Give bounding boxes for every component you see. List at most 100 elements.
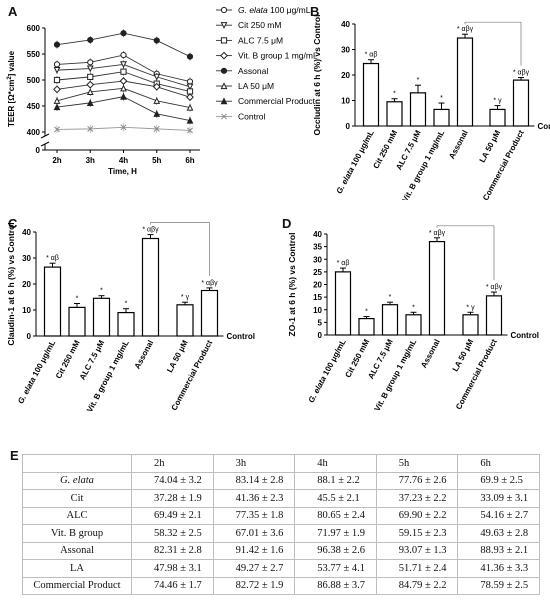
- table-column-header: 6h: [457, 454, 540, 473]
- data-point: [153, 73, 161, 81]
- y-tick-label: 450: [27, 102, 41, 111]
- table-row: LA 47.98 ± 3.1 49.27 ± 2.7 53.77 ± 4.1 51.71…: [22, 559, 540, 578]
- legend-marker: [220, 82, 228, 90]
- table-column-header: [22, 454, 132, 473]
- x-tick-label: LA 50 μM: [165, 338, 190, 374]
- table-cell: 93.07 ± 1.3: [375, 541, 459, 560]
- data-point: [120, 68, 127, 75]
- data-point: [87, 59, 94, 66]
- data-point: [187, 127, 193, 134]
- x-tick-label: G. elata 100 μg/mL: [335, 129, 376, 196]
- table-row: ALC 69.49 ± 2.1 77.35 ± 1.8 80.65 ± 2.4 69.9…: [22, 506, 540, 525]
- x-tick-label-text: LA 50 μM: [165, 338, 190, 374]
- y-tick-label: 30: [341, 46, 350, 55]
- y-tick-label: 20: [341, 71, 350, 80]
- x-tick-label: Assonal: [419, 338, 442, 370]
- y-tick-label: 10: [341, 97, 350, 106]
- bar: [433, 108, 450, 127]
- x-marker-stroke: [120, 124, 127, 131]
- significance-label: * αβγ: [513, 70, 530, 77]
- table-cell: 69.49 ± 2.1: [131, 506, 214, 525]
- zo1-chart-svg: Control 0 5 10 15 20 25 30 35 40 ZO-1 at 6 h (%) v…: [287, 225, 539, 413]
- table-row-label: Assonal: [22, 541, 132, 560]
- axis-break-mark: [40, 141, 50, 147]
- table-row-label: G. elata: [22, 471, 132, 490]
- data-point: [54, 126, 60, 133]
- teer-values-table-panel: 2h 3h 4h 5h 6h G. elata 74.04 ± 3.2 83.14 ± 2.…: [0, 444, 550, 606]
- significance-label: *: [76, 296, 79, 303]
- baseline-label: Control: [511, 331, 539, 340]
- table-cell: 49.63 ± 2.8: [457, 524, 540, 543]
- data-point: [120, 92, 127, 100]
- y-tick-label: 40: [313, 230, 322, 239]
- bar: [462, 314, 479, 336]
- bar: [334, 271, 352, 336]
- legend-label-text: Cit 250 mM: [238, 20, 281, 30]
- bar: [428, 240, 446, 336]
- baseline-label: Control: [227, 332, 255, 341]
- significance-label: *: [440, 95, 443, 102]
- x-tick-label-text: Assonal: [447, 129, 470, 161]
- legend-label-text: ALC 7.5 μM: [238, 35, 283, 45]
- data-point: [86, 99, 94, 106]
- table-cell: 77.76 ± 2.6: [375, 471, 459, 490]
- y-tick-label: 0: [27, 332, 32, 341]
- y-tick-label: 20: [22, 280, 31, 289]
- panel-letter-a: A: [8, 4, 18, 19]
- bar: [68, 306, 86, 337]
- significance-label: * αβ: [46, 255, 59, 262]
- data-point: [186, 103, 194, 111]
- data-point: [53, 85, 61, 94]
- data-point: [153, 97, 161, 104]
- table-cell: 84.79 ± 2.2: [375, 576, 459, 595]
- legend-marker: [220, 22, 228, 29]
- y-axis-label-part: *cm: [7, 80, 16, 95]
- significance-label: * αβγ: [201, 280, 218, 287]
- y-axis-label-part: ] value: [7, 50, 16, 76]
- table-cell: 96.38 ± 2.6: [294, 541, 377, 560]
- data-point: [120, 124, 127, 131]
- bar: [358, 317, 375, 336]
- data-point: [86, 80, 95, 89]
- x-tick-label-text: G. elata: [307, 374, 329, 404]
- x-tick-label-rest: 100 μg/mL: [30, 339, 58, 380]
- legend-marker: [220, 51, 228, 60]
- y-tick-label: 600: [27, 24, 41, 33]
- data-point: [153, 37, 160, 44]
- zo1-bar-chart: Control 0 5 10 15 20 25 30 35 40 ZO-1 at 6 h (%) v…: [275, 212, 550, 422]
- table-cell: 45.5 ± 2.1: [294, 489, 377, 508]
- x-tick-label: 4h: [119, 156, 128, 165]
- y-tick-label: 400: [27, 128, 41, 137]
- y-tick-label: 40: [22, 228, 31, 237]
- significance-label: *: [100, 288, 103, 295]
- data-point: [53, 76, 61, 84]
- data-point: [87, 73, 94, 80]
- x-tick-label: LA 50 μM: [478, 128, 503, 164]
- table-row: Cit 37.28 ± 1.9 41.36 ± 2.3 45.5 ± 2.1 37.23…: [22, 489, 540, 508]
- bar: [489, 108, 506, 127]
- y-tick-label: 5: [318, 318, 323, 327]
- occludin-bar-chart: Control 0 10 20 30 40 Occludin at 6 h (%) vs C…: [300, 0, 550, 204]
- table-header-row: 2h 3h 4h 5h 6h: [22, 454, 540, 473]
- y-tick-label: 10: [313, 306, 322, 315]
- table-cell: 74.04 ± 3.2: [131, 471, 214, 490]
- x-tick-label: 6h: [185, 156, 194, 165]
- table-row: Vit. B group 58.32 ± 2.5 67.01 ± 3.6 71.97 …: [22, 524, 540, 543]
- claudin-bar-chart: Control 0 10 20 30 40 Claudin-1 at 6 h (%) vs …: [0, 212, 260, 422]
- x-tick-label: LA 50 μM: [451, 337, 476, 373]
- y-tick-label: 35: [313, 243, 322, 252]
- data-point: [186, 93, 194, 102]
- bar: [512, 79, 530, 127]
- significance-label: * γ: [181, 294, 190, 301]
- y-tick-label: 0: [36, 146, 41, 155]
- significance-label: *: [393, 91, 396, 98]
- data-point: [86, 65, 94, 73]
- table-cell: 67.01 ± 3.6: [212, 524, 296, 543]
- data-point: [120, 84, 127, 92]
- x-tick-label: Assonal: [133, 339, 156, 371]
- legend-marker: [221, 113, 227, 120]
- table-row-label: Commercial Product: [22, 576, 132, 595]
- teer-chart-svg: 400 450 500 550 600 0 2h 3h 4h 5h 6h Time, H TEER [Ω…: [7, 5, 318, 176]
- y-tick-label: 30: [313, 255, 322, 264]
- legend-marker: [220, 97, 228, 105]
